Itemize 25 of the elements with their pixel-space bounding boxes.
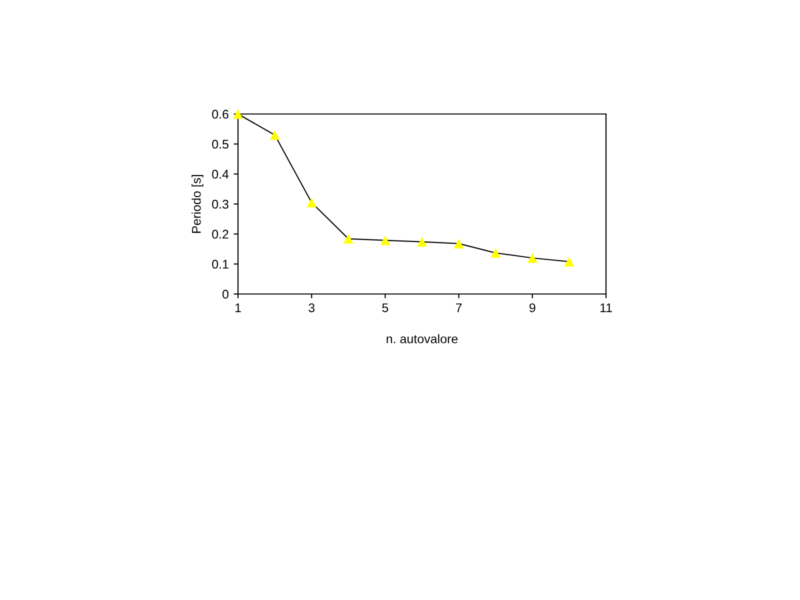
x-tick-label: 3: [308, 303, 315, 312]
point: [564, 256, 574, 266]
y-tick-label: 0.2: [212, 230, 228, 239]
point: [417, 236, 427, 247]
x-tick-label: 7: [456, 303, 462, 312]
point: [454, 238, 464, 248]
x-tick-label: 11: [600, 303, 612, 312]
x-tick-label: 1: [235, 303, 241, 312]
x-tick-label: 5: [382, 303, 388, 312]
y-tick-label: 0.5: [212, 140, 228, 149]
x-tick-label: 9: [530, 303, 536, 312]
point: [344, 234, 354, 244]
y-tick-label: 0.1: [212, 260, 228, 269]
point: [233, 109, 243, 119]
y-tick-label: 0.4: [212, 170, 229, 179]
point: [306, 198, 316, 208]
x-axis-title: n. autovalore: [386, 334, 458, 344]
y-tick-label: 0.3: [212, 200, 228, 209]
y-tick-label: 0.6: [212, 110, 228, 119]
point: [270, 130, 280, 140]
point: [490, 248, 500, 258]
point: [380, 235, 390, 246]
y-tick-label: 0: [222, 290, 228, 299]
y-axis-title: Periodo [s]: [192, 175, 204, 233]
point: [528, 253, 538, 263]
